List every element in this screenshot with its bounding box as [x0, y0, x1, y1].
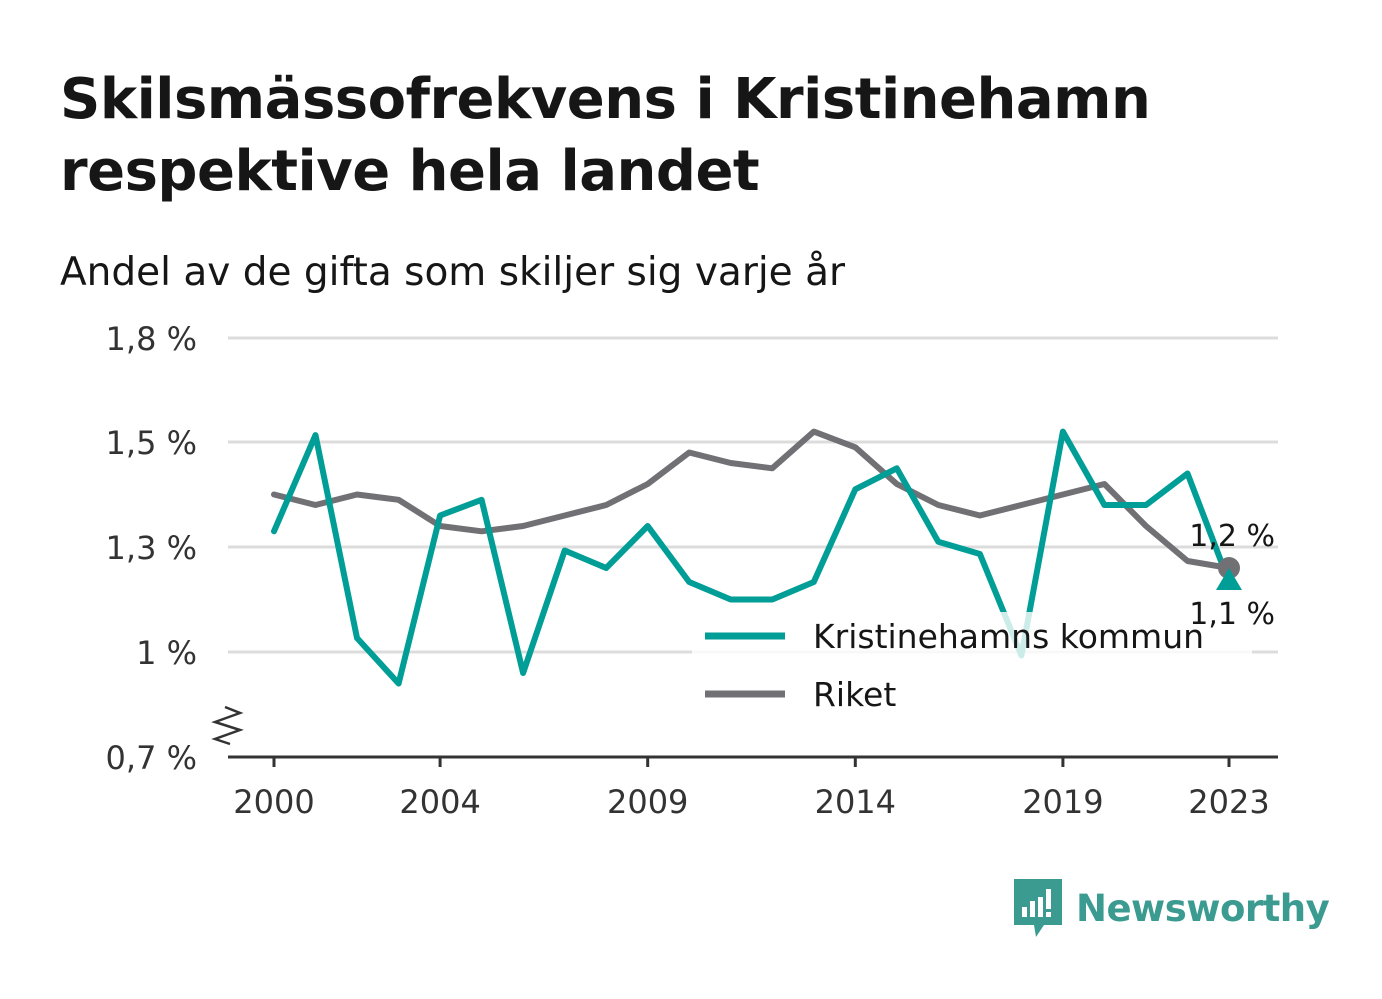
x-tick-label: 2004 — [399, 783, 480, 821]
chart-subtitle: Andel av de gifta som skiljer sig varje … — [60, 250, 846, 295]
newsworthy-logo-icon — [1014, 879, 1062, 937]
series-line — [271, 428, 1232, 571]
y-axis-ticks: 0,7 % 1 % 1,3 % 1,5 % 1,8 % — [106, 320, 197, 777]
x-tick-label: 2023 — [1188, 783, 1269, 821]
x-tick-label: 2014 — [815, 783, 896, 821]
end-labels: 1,2 % 1,1 % — [1189, 519, 1275, 632]
series-line — [271, 428, 1232, 687]
end-label-kommun: 1,1 % — [1189, 597, 1275, 632]
series-lines — [271, 428, 1242, 687]
y-tick-label: 1,5 % — [106, 424, 197, 462]
end-label-riket: 1,2 % — [1189, 519, 1275, 554]
legend: Kristinehamns kommun Riket — [692, 612, 1252, 716]
y-tick-label: 1,3 % — [106, 529, 197, 567]
legend-label: Riket — [813, 675, 896, 714]
x-tick-label: 2009 — [607, 783, 688, 821]
chart-title: Skilsmässofrekvens i Kristinehamn respek… — [60, 67, 1151, 204]
endpoint-marker — [1216, 568, 1242, 590]
gridlines — [228, 336, 1278, 654]
y-tick-label: 0,7 % — [106, 739, 197, 777]
axis-break-mark — [211, 705, 244, 746]
y-tick-label: 1,8 % — [106, 320, 197, 358]
x-tick-label: 2000 — [233, 783, 314, 821]
brand-name: Newsworthy — [1076, 886, 1330, 930]
brand-logo: Newsworthy — [1012, 878, 1330, 938]
x-axis: 2000 2004 2009 2014 2019 2023 — [211, 705, 1278, 821]
x-tick-label: 2019 — [1022, 783, 1103, 821]
legend-background — [692, 612, 1252, 716]
legend-label: Kristinehamns kommun — [813, 617, 1204, 656]
y-tick-label: 1 % — [136, 634, 197, 672]
